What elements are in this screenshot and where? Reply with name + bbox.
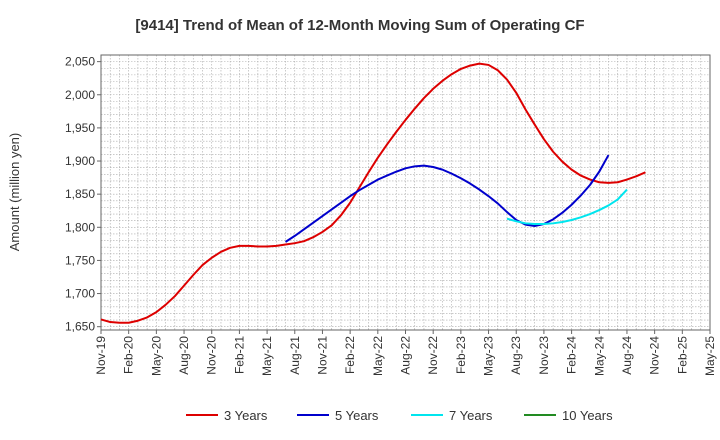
x-tick-label: Nov-22 [426, 336, 440, 375]
x-tick-label: Nov-19 [94, 336, 108, 375]
series-line-3-years [100, 62, 646, 324]
legend-label: 3 Years [224, 408, 268, 423]
x-tick-label: Nov-20 [205, 336, 219, 375]
series-line-5-years [285, 154, 610, 243]
x-tick-label: May-21 [260, 336, 274, 376]
x-tick-label: Aug-24 [620, 336, 634, 375]
plot-area [100, 54, 711, 331]
x-tick-label: Feb-25 [675, 336, 689, 374]
y-axis-label: Amount (million yen) [7, 133, 22, 252]
x-tick-label: May-22 [371, 336, 385, 376]
x-tick-label: Aug-21 [288, 336, 302, 375]
legend-label: 7 Years [449, 408, 493, 423]
grid [100, 55, 711, 330]
y-tick-label: 1,650 [65, 320, 95, 334]
y-tick-label: 1,850 [65, 187, 95, 201]
x-tick-label: Feb-23 [454, 336, 468, 374]
x-tick-label: May-20 [149, 336, 163, 376]
y-tick-label: 1,950 [65, 121, 95, 135]
y-tick-label: 1,750 [65, 253, 95, 267]
x-tick-label: Feb-22 [343, 336, 357, 374]
legend-label: 10 Years [562, 408, 613, 423]
x-tick-label: Feb-24 [565, 336, 579, 374]
x-tick-label: Nov-21 [315, 336, 329, 375]
x-tick-label: May-24 [592, 336, 606, 376]
y-tick-label: 1,700 [65, 287, 95, 301]
x-tick-label: Aug-20 [177, 336, 191, 375]
series-line-7-years [506, 188, 628, 225]
y-axis: 1,650 1,700 1,750 1,800 1,850 1,900 1,950 2,000… [65, 55, 101, 334]
legend-label: 5 Years [335, 408, 379, 423]
x-tick-label: Aug-22 [399, 336, 413, 375]
x-tick-label: Nov-24 [648, 336, 662, 375]
y-tick-label: 1,800 [65, 220, 95, 234]
y-tick-label: 2,050 [65, 55, 95, 69]
x-tick-label: May-23 [482, 336, 496, 376]
x-tick-label: Feb-21 [232, 336, 246, 374]
x-tick-label: May-25 [703, 336, 717, 376]
y-tick-label: 2,000 [65, 88, 95, 102]
legend: 3 Years 5 Years 7 Years 10 Years [186, 408, 613, 423]
y-tick-label: 1,900 [65, 154, 95, 168]
chart-title: [9414] Trend of Mean of 12-Month Moving … [135, 17, 584, 34]
x-axis: Nov-19 Feb-20 May-20 Aug-20 Nov-20 Feb-21 May-… [94, 330, 717, 376]
series-lines [100, 62, 646, 324]
x-tick-label: Aug-23 [509, 336, 523, 375]
x-tick-label: Nov-23 [537, 336, 551, 375]
x-tick-label: Feb-20 [122, 336, 136, 374]
